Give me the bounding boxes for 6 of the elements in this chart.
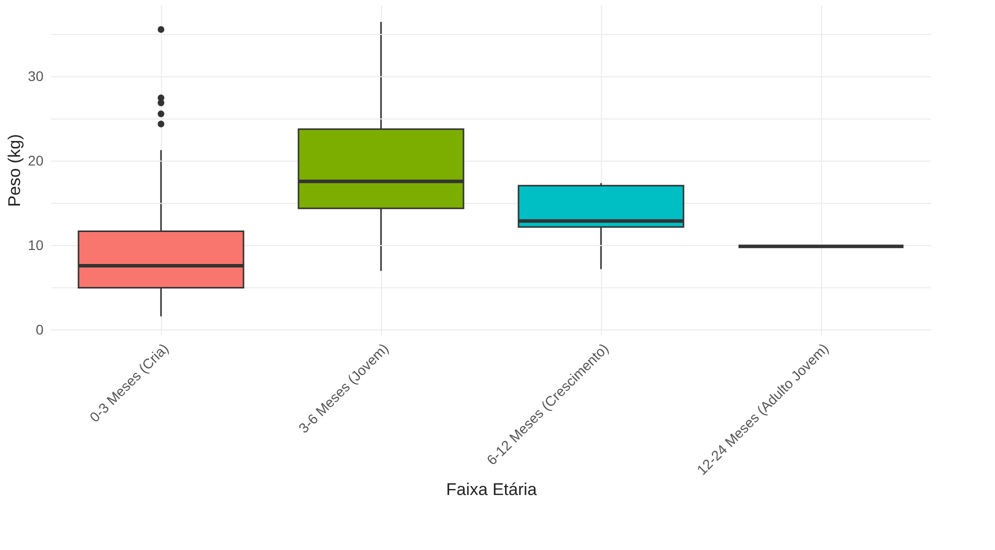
- y-tick-label: 0: [36, 321, 44, 338]
- y-tick-label: 10: [28, 237, 44, 254]
- y-tick-label: 30: [28, 68, 44, 84]
- y-tick-label: 20: [28, 152, 44, 169]
- x-axis-title: Faixa Etária: [446, 480, 538, 499]
- y-axis-title: Peso (kg): [4, 134, 24, 207]
